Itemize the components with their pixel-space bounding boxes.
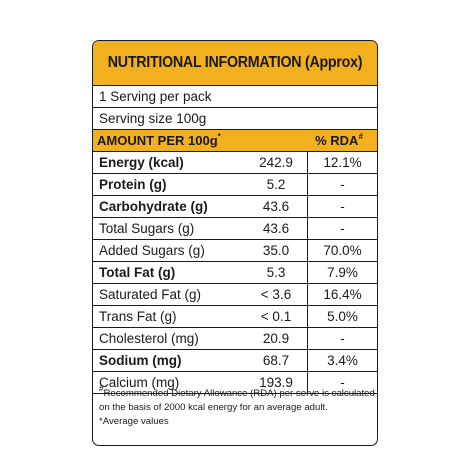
nutrition-panel: NUTRITIONAL INFORMATION (Approx) 1 Servi… [92, 40, 378, 446]
nutrient-rda: 5.0% [307, 305, 377, 328]
title-bar: NUTRITIONAL INFORMATION (Approx) [93, 41, 377, 86]
nutrient-name: Carbohydrate (g) [93, 195, 245, 218]
nutrient-rda: 12.1% [307, 152, 377, 174]
nutrient-name: Trans Fat (g) [93, 305, 245, 328]
nutrient-rda: - [307, 327, 377, 350]
nutrient-rda: 7.9% [307, 261, 377, 284]
nutrient-row: Sodium (mg) 68.7 3.4% [93, 349, 377, 372]
rda-header-label: % RDA [315, 133, 359, 148]
nutrient-rda: - [307, 195, 377, 218]
nutrient-value: 193.9 [245, 371, 308, 394]
nutrient-value: 5.2 [245, 173, 308, 196]
nutrient-rda: - [307, 371, 377, 394]
nutrient-table: Energy (kcal) 242.9 12.1% Protein (g) 5.2- Ca… [93, 152, 377, 394]
nutrient-name: Calcium (mg) [93, 371, 245, 394]
footnote-mark: # [99, 383, 104, 393]
nutrient-row: Energy (kcal) 242.9 12.1% [93, 152, 377, 174]
nutrient-value: 242.9 [245, 152, 308, 174]
nutrient-rda: - [307, 217, 377, 240]
footnote-text-1: Recommended Dietary Allowance (RDA) per … [103, 388, 375, 399]
nutrient-value: < 3.6 [245, 283, 308, 306]
column-header-row: AMOUNT PER 100g* % RDA# [93, 130, 377, 152]
nutrient-value: < 0.1 [245, 305, 308, 328]
footnote-line-3: *Average values [99, 416, 169, 427]
nutrient-rda: - [307, 173, 377, 196]
nutrient-value: 5.3 [245, 261, 308, 284]
amount-header-label: AMOUNT PER 100g [97, 133, 218, 148]
nutrient-value: 35.0 [245, 239, 308, 262]
footnote-line-1: #Recommended Dietary Allowance (RDA) per… [99, 383, 375, 401]
rda-header-mark: # [358, 131, 363, 141]
nutrient-name: Saturated Fat (g) [93, 283, 245, 306]
nutrient-row: Added Sugars (g) 35.0 70.0% [93, 239, 377, 262]
nutrient-value: 20.9 [245, 327, 308, 350]
serving-size: Serving size 100g [93, 108, 377, 130]
nutrient-name: Cholesterol (mg) [93, 327, 245, 350]
nutrient-row: Cholesterol (mg) 20.9- [93, 327, 377, 350]
nutrient-row: Protein (g) 5.2- [93, 173, 377, 196]
nutrient-name: Protein (g) [93, 173, 245, 196]
servings-per-pack: 1 Serving per pack [93, 86, 377, 108]
rda-header: % RDA# [301, 131, 377, 148]
nutrient-name: Sodium (mg) [93, 349, 245, 372]
nutrient-name: Energy (kcal) [93, 152, 245, 174]
nutrient-name: Total Sugars (g) [93, 217, 245, 240]
nutrient-row: Calcium (mg) 193.9- [93, 371, 377, 394]
nutrient-row: Total Fat (g) 5.3 7.9% [93, 261, 377, 284]
amount-header: AMOUNT PER 100g* [93, 131, 301, 148]
nutrient-row: Saturated Fat (g) < 3.6 16.4% [93, 283, 377, 306]
nutrient-rda: 16.4% [307, 283, 377, 306]
footnote: #Recommended Dietary Allowance (RDA) per… [93, 383, 377, 429]
panel-title: NUTRITIONAL INFORMATION (Approx) [104, 41, 366, 86]
nutrient-row: Total Sugars (g) 43.6- [93, 217, 377, 240]
nutrient-value: 43.6 [245, 217, 308, 240]
amount-header-mark: * [217, 131, 221, 141]
nutrient-value: 68.7 [245, 349, 308, 372]
nutrient-row: Carbohydrate (g) 43.6- [93, 195, 377, 218]
nutrient-value: 43.6 [245, 195, 308, 218]
nutrient-rda: 3.4% [307, 349, 377, 372]
nutrient-row: Trans Fat (g) < 0.1 5.0% [93, 305, 377, 328]
nutrient-name: Added Sugars (g) [93, 239, 245, 262]
footnote-line-2: on the basis of 2000 kcal energy for an … [99, 402, 328, 413]
nutrient-name: Total Fat (g) [93, 261, 245, 284]
nutrient-rda: 70.0% [307, 239, 377, 262]
